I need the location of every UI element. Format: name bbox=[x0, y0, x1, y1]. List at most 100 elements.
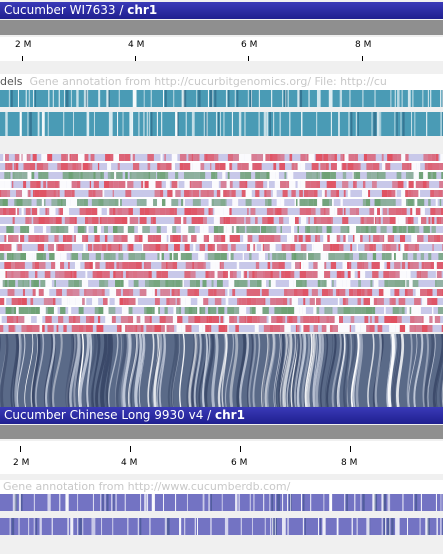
synteny-ribbon bbox=[73, 334, 81, 407]
synteny-ribbon bbox=[122, 334, 131, 407]
synteny-ribbon bbox=[374, 334, 382, 407]
synteny-ribbon bbox=[331, 334, 342, 407]
synteny-ribbon bbox=[44, 334, 56, 407]
synteny-ribbon bbox=[130, 334, 140, 407]
synteny-ribbon bbox=[294, 334, 302, 407]
genome2-annotation-source: Gene annotation from http://www.cucumber… bbox=[3, 480, 291, 493]
genome1-gene-track-reverse[interactable] bbox=[0, 112, 443, 136]
synteny-ribbon bbox=[91, 334, 101, 407]
gene-track-svg bbox=[0, 90, 443, 107]
synteny-ribbon bbox=[246, 334, 254, 407]
synteny-ribbon bbox=[150, 334, 160, 407]
genome2-chromosome[interactable]: chr1 bbox=[215, 408, 245, 422]
synteny-ribbon bbox=[170, 334, 179, 407]
genome1-chromosome[interactable]: chr1 bbox=[127, 3, 158, 17]
synteny-ribbon bbox=[277, 334, 285, 407]
genome2-separator: / bbox=[203, 408, 215, 422]
synteny-ribbon bbox=[236, 334, 246, 407]
genome1-ruler[interactable]: 2 M 4 M 6 M 8 M bbox=[0, 37, 443, 61]
synteny-ribbon bbox=[95, 334, 108, 407]
synteny-ribbon bbox=[319, 334, 329, 407]
synteny-ribbon bbox=[252, 334, 261, 407]
genome1-overview-bar[interactable] bbox=[0, 20, 443, 35]
synteny-ribbon bbox=[355, 334, 364, 407]
gene-track-svg bbox=[0, 518, 443, 535]
synteny-ribbon bbox=[134, 334, 142, 407]
synteny-ribbon bbox=[156, 334, 165, 407]
synteny-ribbon bbox=[413, 334, 424, 407]
synteny-ribbon bbox=[312, 334, 318, 407]
synteny-ribbon bbox=[78, 334, 90, 407]
genome1-gene-track-forward[interactable] bbox=[0, 90, 443, 107]
synteny-ribbon bbox=[172, 334, 181, 407]
synteny-ribbon bbox=[68, 334, 80, 407]
synteny-ribbon bbox=[67, 334, 78, 407]
synteny-ribbon bbox=[282, 334, 290, 407]
synteny-ribbon bbox=[266, 334, 276, 407]
synteny-ribbon bbox=[128, 334, 139, 407]
synteny-ribbon bbox=[264, 334, 275, 407]
ruler-label: 8 M bbox=[355, 40, 372, 50]
genome2-gene-track-reverse[interactable] bbox=[0, 518, 443, 535]
synteny-ribbon bbox=[66, 334, 76, 407]
ruler-tick bbox=[20, 446, 21, 452]
synteny-ribbon bbox=[107, 334, 119, 407]
genome1-name: Cucumber WI7633 bbox=[4, 3, 116, 17]
synteny-ribbon bbox=[217, 334, 228, 407]
synteny-ribbon bbox=[193, 334, 202, 407]
synteny-ribbon bbox=[396, 334, 405, 407]
genome1-title-bar[interactable]: Cucumber WI7633 / chr1 bbox=[0, 2, 443, 19]
synteny-ribbon bbox=[350, 334, 360, 407]
ruler-label: 2 M bbox=[15, 40, 32, 50]
genome2-overview-bar[interactable] bbox=[0, 425, 443, 439]
ruler-tick bbox=[130, 446, 131, 452]
synteny-ribbon bbox=[102, 334, 111, 407]
synteny-ribbon bbox=[436, 357, 443, 407]
genome1-annotation-label: dels Gene annotation from http://cucurbi… bbox=[0, 74, 443, 90]
variant-tracks[interactable] bbox=[0, 154, 443, 332]
synteny-ribbon bbox=[86, 334, 93, 407]
synteny-ribbon bbox=[153, 334, 161, 407]
synteny-ribbon bbox=[167, 334, 177, 407]
synteny-ribbon bbox=[261, 334, 270, 407]
synteny-ribbon bbox=[24, 334, 34, 407]
synteny-ribbon bbox=[65, 334, 75, 407]
synteny-ribbon bbox=[336, 334, 346, 407]
synteny-ribbon bbox=[14, 334, 22, 407]
synteny-ribbon bbox=[367, 334, 375, 407]
synteny-ribbon bbox=[10, 334, 18, 407]
genome2-name: Cucumber Chinese Long 9930 v4 bbox=[4, 408, 204, 422]
synteny-ribbon bbox=[439, 366, 443, 407]
synteny-ribbon bbox=[345, 334, 356, 407]
synteny-ribbon bbox=[406, 334, 413, 407]
genome2-ruler[interactable]: 2 M 4 M 6 M 8 M bbox=[0, 441, 443, 474]
synteny-ribbon bbox=[278, 334, 289, 407]
synteny-ribbon bbox=[304, 334, 313, 407]
genome1-separator: / bbox=[115, 3, 128, 17]
ruler-label: 6 M bbox=[231, 458, 248, 468]
ruler-tick bbox=[248, 56, 249, 61]
synteny-ribbon bbox=[346, 334, 353, 407]
synteny-ribbon bbox=[191, 334, 199, 407]
synteny-ribbon bbox=[239, 334, 249, 407]
genome2-gene-track-forward[interactable] bbox=[0, 494, 443, 511]
synteny-ribbon bbox=[70, 334, 81, 407]
synteny-ribbon bbox=[101, 334, 112, 407]
genome2-title-bar[interactable]: Cucumber Chinese Long 9930 v4 / chr1 bbox=[0, 407, 443, 424]
synteny-ribbon bbox=[352, 334, 361, 407]
gene-track-svg bbox=[0, 112, 443, 136]
synteny-view[interactable] bbox=[0, 334, 443, 407]
synteny-ribbon bbox=[201, 334, 211, 407]
synteny-ribbon bbox=[424, 334, 435, 407]
gene-models-track-label: dels bbox=[0, 75, 23, 88]
ruler-label: 4 M bbox=[128, 40, 145, 50]
synteny-ribbon bbox=[392, 334, 399, 407]
synteny-ribbon bbox=[248, 334, 256, 407]
synteny-ribbon bbox=[43, 334, 53, 407]
synteny-ribbon bbox=[188, 334, 197, 407]
synteny-ribbon bbox=[274, 334, 282, 407]
synteny-ribbon bbox=[296, 334, 306, 407]
synteny-ribbon bbox=[224, 334, 235, 407]
ruler-label: 4 M bbox=[121, 458, 138, 468]
synteny-ribbon bbox=[275, 334, 285, 407]
